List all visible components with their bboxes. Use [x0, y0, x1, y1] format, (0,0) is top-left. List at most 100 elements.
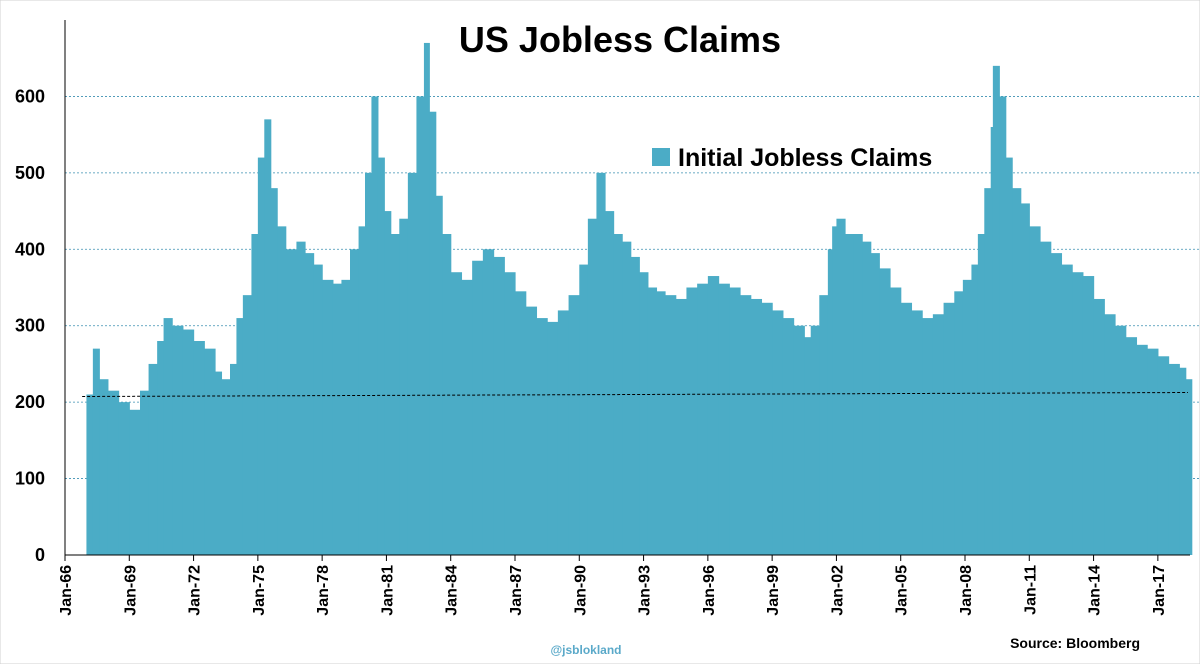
data-bar — [656, 291, 666, 555]
y-tick-label: 500 — [15, 163, 45, 183]
data-bar — [285, 249, 298, 556]
data-bar — [697, 283, 709, 555]
x-tick-label: Jan-11 — [1022, 565, 1039, 615]
data-bar — [140, 390, 150, 555]
data-bar — [853, 234, 863, 555]
data-bar — [399, 218, 409, 555]
data-bar — [1179, 367, 1187, 555]
data-bar — [442, 234, 452, 555]
data-bar — [665, 295, 677, 555]
data-bar — [827, 249, 833, 556]
data-bar — [129, 409, 141, 555]
data-bar — [157, 341, 165, 555]
data-bar — [862, 241, 872, 555]
data-bar — [729, 287, 741, 555]
data-bar — [215, 371, 223, 555]
data-bar — [493, 256, 505, 555]
x-tick-label: Jan-72 — [187, 565, 204, 616]
data-bar — [922, 318, 934, 555]
data-bar — [1185, 379, 1193, 555]
data-bar — [257, 157, 265, 556]
y-tick-label: 400 — [15, 239, 45, 259]
legend-swatch — [652, 148, 670, 166]
data-bar — [845, 234, 855, 555]
data-bar — [1020, 203, 1030, 555]
data-bar — [251, 234, 259, 555]
data-bar — [990, 127, 994, 555]
data-bar — [782, 318, 795, 555]
data-bar — [686, 287, 698, 555]
chart-title: US Jobless Claims — [459, 19, 781, 60]
data-bar — [1136, 344, 1148, 555]
data-bar — [568, 295, 580, 555]
data-bar — [482, 249, 495, 556]
data-bar — [148, 363, 158, 555]
y-tick-label: 100 — [15, 469, 45, 489]
data-bar — [242, 295, 253, 555]
y-tick-label: 200 — [15, 392, 45, 412]
data-bar — [547, 321, 559, 555]
data-bar — [305, 253, 315, 555]
data-bar — [971, 264, 979, 555]
data-bar — [525, 306, 538, 555]
data-bar — [230, 363, 238, 555]
data-bar — [86, 394, 94, 555]
data-bar — [423, 42, 430, 555]
data-bar — [270, 188, 278, 555]
data-bar — [1147, 348, 1159, 555]
data-bar — [810, 325, 820, 555]
x-tick-label: Jan-05 — [894, 565, 911, 616]
data-bar — [296, 241, 306, 555]
data-bar — [172, 325, 184, 555]
data-bar — [429, 111, 437, 555]
data-bar — [264, 119, 272, 555]
x-tick-label: Jan-87 — [508, 565, 525, 616]
data-bar — [630, 256, 640, 555]
data-bar — [358, 226, 366, 555]
data-bar — [1168, 363, 1180, 555]
y-tick-label: 0 — [35, 545, 45, 565]
data-bar — [1104, 314, 1116, 555]
data-bar — [977, 234, 985, 555]
data-bar — [1012, 188, 1022, 555]
data-bar — [639, 272, 649, 555]
data-bar — [99, 379, 109, 555]
data-bar — [622, 241, 632, 555]
data-bar — [472, 260, 484, 555]
data-bar — [1061, 264, 1073, 555]
data-bar — [605, 211, 615, 556]
data-bar — [954, 291, 964, 555]
x-tick-label: Jan-14 — [1087, 565, 1104, 616]
data-bar — [793, 325, 805, 555]
data-bar — [992, 65, 1000, 555]
reference-line-layer — [82, 392, 1189, 397]
x-tick-label: Jan-78 — [315, 565, 332, 616]
data-bar — [761, 302, 773, 555]
data-bar — [450, 272, 463, 555]
data-bar — [1072, 272, 1084, 555]
x-tick-label: Jan-08 — [958, 565, 975, 616]
data-bar — [870, 253, 880, 555]
data-bar — [596, 172, 606, 555]
x-tick-label: Jan-84 — [444, 565, 461, 616]
data-bar — [890, 287, 902, 555]
data-bar — [1115, 325, 1127, 555]
data-bar — [579, 264, 589, 555]
data-bar — [943, 302, 955, 555]
data-bar — [390, 234, 400, 555]
data-bar — [204, 348, 216, 555]
data-bar — [675, 298, 688, 555]
data-bar — [163, 318, 173, 555]
data-bar — [707, 276, 720, 555]
x-tick-label: Jan-81 — [379, 565, 396, 616]
data-bar — [416, 96, 425, 555]
data-bar — [182, 329, 195, 555]
x-tick-label: Jan-75 — [251, 565, 268, 616]
data-bar — [461, 279, 473, 555]
x-tick-label: Jan-02 — [829, 565, 846, 616]
data-bar — [92, 348, 100, 555]
data-bar — [587, 218, 598, 555]
data-bar — [236, 318, 244, 555]
x-tick-label: Jan-90 — [572, 565, 589, 616]
